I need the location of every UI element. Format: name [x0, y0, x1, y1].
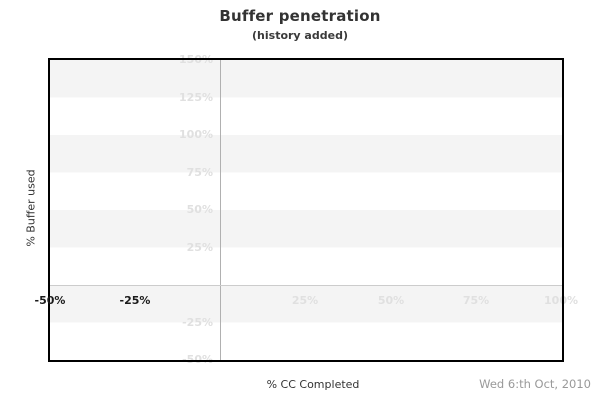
x-tick-neg25: -25%	[119, 294, 151, 307]
date-stamp: Wed 6:th Oct, 2010	[479, 377, 591, 391]
y-tick-25: 25%	[186, 241, 213, 254]
y-axis-title: % Buffer used	[24, 169, 38, 247]
x-tick-75: 75%	[462, 294, 490, 307]
chart-subtitle: (history added)	[252, 29, 348, 42]
y-tick-100: 100%	[179, 128, 213, 141]
x-axis-title: % CC Completed	[266, 378, 360, 391]
y-tick-75: 75%	[186, 166, 213, 179]
zero-horizontal-gridline	[50, 285, 562, 286]
y-tick-150: 150%	[179, 53, 213, 66]
x-tick-neg50: -50%	[34, 294, 66, 307]
x-tick-50: 50%	[377, 294, 405, 307]
chart-title: Buffer penetration	[219, 7, 381, 25]
zero-vertical-gridline	[220, 60, 221, 360]
x-tick-25: 25%	[291, 294, 319, 307]
y-tick-neg25: -25%	[182, 316, 213, 329]
y-tick-neg50: -50%	[182, 353, 213, 366]
plot-area	[50, 60, 562, 360]
y-tick-125: 125%	[179, 91, 213, 104]
x-tick-100: 100%	[544, 294, 578, 307]
y-tick-50: 50%	[186, 203, 213, 216]
